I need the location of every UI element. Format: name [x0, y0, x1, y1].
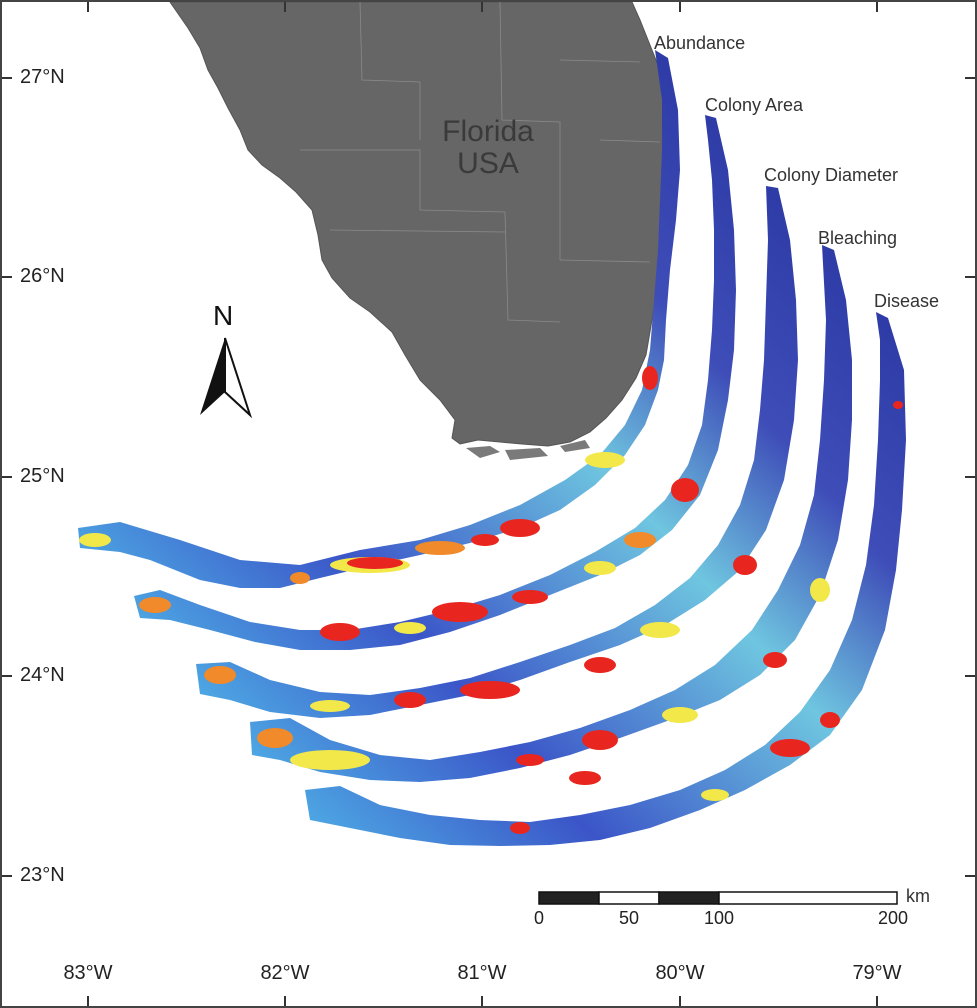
scale-bar — [538, 891, 898, 905]
hotspots — [79, 366, 903, 834]
scale-tick-50: 50 — [618, 908, 640, 928]
band-label-abundance: Abundance — [654, 33, 746, 53]
lat-label-27: 27°N — [20, 66, 65, 88]
scale-tick-100: 100 — [703, 908, 735, 928]
country-label: USA — [457, 147, 519, 180]
band-abundance — [78, 50, 680, 588]
lon-label-82: 82°W — [260, 962, 310, 984]
lon-label-79: 79°W — [852, 962, 902, 984]
band-label-disease: Disease — [874, 291, 940, 311]
lat-label-26: 26°N — [20, 265, 65, 287]
state-label: Florida USA — [428, 116, 548, 180]
lat-label-23: 23°N — [20, 864, 65, 886]
scale-unit: km — [906, 886, 930, 906]
land-label: Florida — [442, 115, 534, 148]
county-lines — [300, 2, 661, 323]
north-arrow-icon — [200, 337, 253, 419]
lat-label-24: 24°N — [20, 664, 65, 686]
band-label-colony-diameter: Colony Diameter — [764, 165, 899, 185]
scale-tick-200: 200 — [877, 908, 909, 928]
north-label: N — [213, 300, 234, 331]
lon-label-81: 81°W — [457, 962, 507, 984]
band-label-colony-area: Colony Area — [705, 95, 804, 115]
lon-label-83: 83°W — [63, 962, 113, 984]
lat-label-25: 25°N — [20, 465, 65, 487]
keys-islands — [466, 440, 590, 460]
scale-tick-0: 0 — [533, 908, 545, 928]
band-label-bleaching: Bleaching — [818, 228, 898, 248]
lon-label-80: 80°W — [655, 962, 705, 984]
